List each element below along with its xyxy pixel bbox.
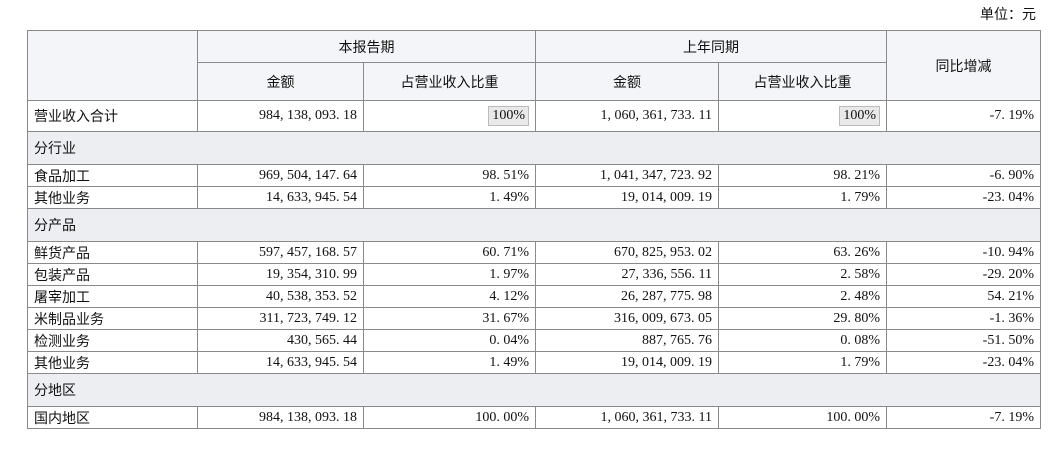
cell: -7. 19% [886,406,1041,429]
cell: 670, 825, 953. 02 [535,241,719,264]
revenue-table: 本报告期 上年同期 同比增减 金额 占营业收入比重 金额 占营业收入比重 营业收… [27,30,1041,429]
data-row: 其他业务 14, 633, 945. 54 1. 49% 19, 014, 009. … [27,186,1041,209]
row-label: 检测业务 [27,329,198,352]
unit-label: 单位：元 [980,8,1036,23]
section-row: 分地区 [27,373,1041,407]
cell: 984, 138, 093. 18 [197,100,364,132]
section-label: 分行业 [27,131,1041,165]
cell: 0. 04% [363,329,536,352]
data-row: 食品加工 969, 504, 147. 64 98. 51% 1, 041, 347,… [27,164,1041,187]
cell: 100% [363,100,536,132]
table-body: 营业收入合计 984, 138, 093. 18 100% 1, 060, 361, … [27,100,1041,429]
cell: 27, 336, 556. 11 [535,263,719,286]
row-label: 鲜货产品 [27,241,198,264]
data-row: 营业收入合计 984, 138, 093. 18 100% 1, 060, 361, … [27,100,1041,132]
cell: 430, 565. 44 [197,329,364,352]
row-label: 营业收入合计 [27,100,198,132]
cell: 60. 71% [363,241,536,264]
data-row: 包装产品 19, 354, 310. 99 1. 97% 27, 336, 556. … [27,263,1041,286]
cell: 316, 009, 673. 05 [535,307,719,330]
data-row: 其他业务 14, 633, 945. 54 1. 49% 19, 014, 009. … [27,351,1041,374]
section-row: 分产品 [27,208,1041,242]
cell: 100. 00% [363,406,536,429]
data-row: 国内地区 984, 138, 093. 18 100. 00% 1, 060, 361… [27,406,1041,429]
cell: 0. 08% [718,329,887,352]
cell: 31. 67% [363,307,536,330]
data-row: 检测业务 430, 565. 44 0. 04% 887, 765. 76 0. 08%… [27,329,1041,352]
data-row: 屠宰加工 40, 538, 353. 52 4. 12% 26, 287, 775. … [27,285,1041,308]
cell: 969, 504, 147. 64 [197,164,364,187]
cell: 19, 014, 009. 19 [535,351,719,374]
cell: 4. 12% [363,285,536,308]
row-label: 米制品业务 [27,307,198,330]
cell: 311, 723, 749. 12 [197,307,364,330]
cell-box: 100% [839,106,880,126]
cell: -7. 19% [886,100,1041,132]
corner-cell [27,30,198,101]
cell: 984, 138, 093. 18 [197,406,364,429]
cell: 40, 538, 353. 52 [197,285,364,308]
cell: 63. 26% [718,241,887,264]
group-header: 本报告期 [197,30,536,63]
group-header: 上年同期 [535,30,887,63]
row-label: 其他业务 [27,351,198,374]
cell: 1, 060, 361, 733. 11 [535,100,719,132]
cell: 29. 80% [718,307,887,330]
column-header: 占营业收入比重 [718,62,887,101]
cell: 98. 21% [718,164,887,187]
cell: -6. 90% [886,164,1041,187]
cell: 2. 58% [718,263,887,286]
cell: 1. 79% [718,186,887,209]
cell: 26, 287, 775. 98 [535,285,719,308]
cell: 54. 21% [886,285,1041,308]
column-header: 金额 [197,62,364,101]
cell: -51. 50% [886,329,1041,352]
section-label: 分产品 [27,208,1041,242]
cell: 19, 354, 310. 99 [197,263,364,286]
cell: 1. 79% [718,351,887,374]
cell: 1. 49% [363,186,536,209]
section-label: 分地区 [27,373,1041,407]
data-row: 鲜货产品 597, 457, 168. 57 60. 71% 670, 825, 95… [27,241,1041,264]
cell: 14, 633, 945. 54 [197,186,364,209]
column-header: 占营业收入比重 [363,62,536,101]
cell: -23. 04% [886,351,1041,374]
cell: 2. 48% [718,285,887,308]
data-row: 米制品业务 311, 723, 749. 12 31. 67% 316, 009, 6… [27,307,1041,330]
cell: -23. 04% [886,186,1041,209]
cell: 597, 457, 168. 57 [197,241,364,264]
section-row: 分行业 [27,131,1041,165]
cell: 19, 014, 009. 19 [535,186,719,209]
row-label: 包装产品 [27,263,198,286]
cell: 98. 51% [363,164,536,187]
cell: 1, 041, 347, 723. 92 [535,164,719,187]
row-label: 屠宰加工 [27,285,198,308]
cell: 1. 97% [363,263,536,286]
row-label: 其他业务 [27,186,198,209]
row-label: 食品加工 [27,164,198,187]
column-header: 金额 [535,62,719,101]
change-header: 同比增减 [886,30,1041,101]
cell: 100% [718,100,887,132]
cell: 100. 00% [718,406,887,429]
cell: 1. 49% [363,351,536,374]
cell: -29. 20% [886,263,1041,286]
cell: 1, 060, 361, 733. 11 [535,406,719,429]
row-label: 国内地区 [27,406,198,429]
cell: -1. 36% [886,307,1041,330]
cell: 887, 765. 76 [535,329,719,352]
cell-box: 100% [488,106,529,126]
cell: 14, 633, 945. 54 [197,351,364,374]
cell: -10. 94% [886,241,1041,264]
